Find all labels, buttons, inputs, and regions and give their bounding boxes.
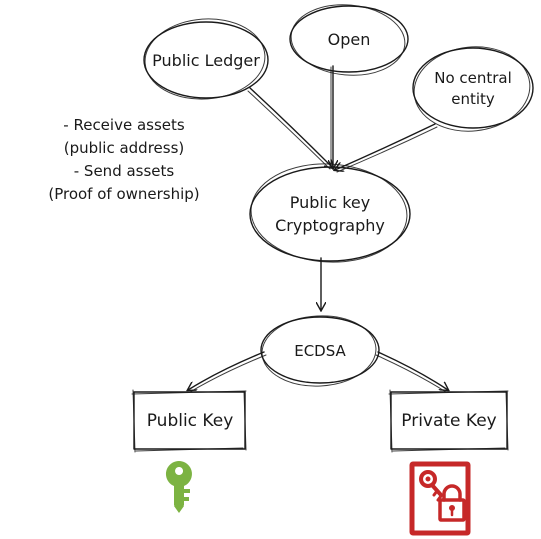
side-note: - Receive assets (public address) - Send… (48, 116, 199, 203)
node-no-central-entity: No central entity (412, 46, 534, 132)
node-private-key: Private Key (388, 389, 509, 453)
key-icon (165, 461, 192, 513)
ecdsa-label: ECDSA (294, 342, 346, 360)
no-central-label-line1: No central (434, 69, 512, 87)
note-line1: - Receive assets (63, 116, 185, 134)
key-and-lock-document-icon (409, 461, 471, 536)
node-open: Open (289, 4, 409, 76)
edge-ecdsa-to-public-key (188, 351, 265, 390)
public-ledger-label: Public Ledger (152, 51, 260, 70)
node-public-key: Public Key (131, 389, 247, 453)
pkc-label-line1: Public key (290, 193, 370, 212)
node-public-key-cryptography: Public key Cryptography (249, 163, 411, 263)
node-ecdsa: ECDSA (260, 315, 380, 387)
connectors (188, 65, 448, 393)
note-line3: - Send assets (74, 162, 175, 180)
pkc-label-line2: Cryptography (275, 216, 385, 235)
note-line4: (Proof of ownership) (48, 185, 199, 203)
note-line2: (public address) (64, 139, 185, 157)
open-label: Open (328, 30, 371, 49)
edge-central-to-pkc (335, 123, 436, 170)
public-key-label: Public Key (147, 411, 234, 431)
no-central-label-line2: entity (451, 90, 495, 108)
edge-ledger-to-pkc (249, 87, 333, 168)
private-key-label: Private Key (401, 411, 497, 431)
edge-ecdsa-to-private-key (377, 351, 448, 390)
node-public-ledger: Public Ledger (143, 18, 269, 100)
